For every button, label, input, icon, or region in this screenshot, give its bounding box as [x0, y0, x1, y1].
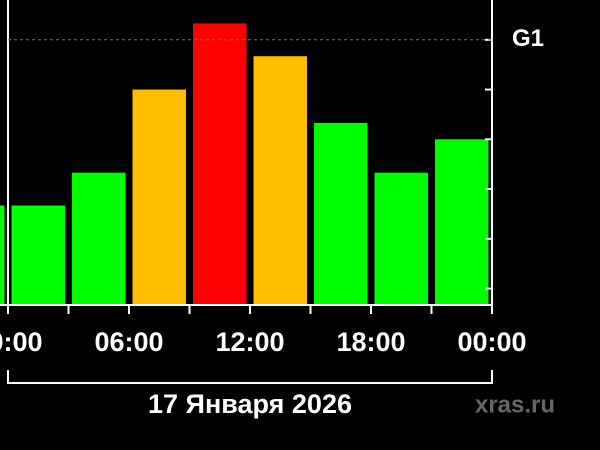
bar	[132, 89, 186, 305]
bar	[11, 205, 65, 305]
y-tick-label: G1	[512, 25, 544, 52]
x-tick-label: 00:00	[457, 327, 526, 357]
bar	[435, 139, 489, 305]
watermark: xras.ru	[475, 391, 555, 418]
date-bracket	[7, 370, 493, 384]
x-tick-label: 12:00	[215, 327, 284, 357]
plot-area	[0, 23, 489, 305]
bar	[253, 56, 307, 305]
y-tick-label: G2	[512, 0, 544, 2]
x-tick-label: 06:00	[94, 327, 163, 357]
bar	[374, 172, 428, 305]
bar	[0, 205, 5, 305]
x-axis-title: 17 Января 2026	[148, 389, 352, 419]
bar	[314, 122, 368, 305]
bar	[72, 172, 126, 305]
x-tick-label: 18:00	[336, 327, 405, 357]
bar	[193, 23, 247, 305]
x-tick-label: 00:00	[0, 327, 43, 357]
